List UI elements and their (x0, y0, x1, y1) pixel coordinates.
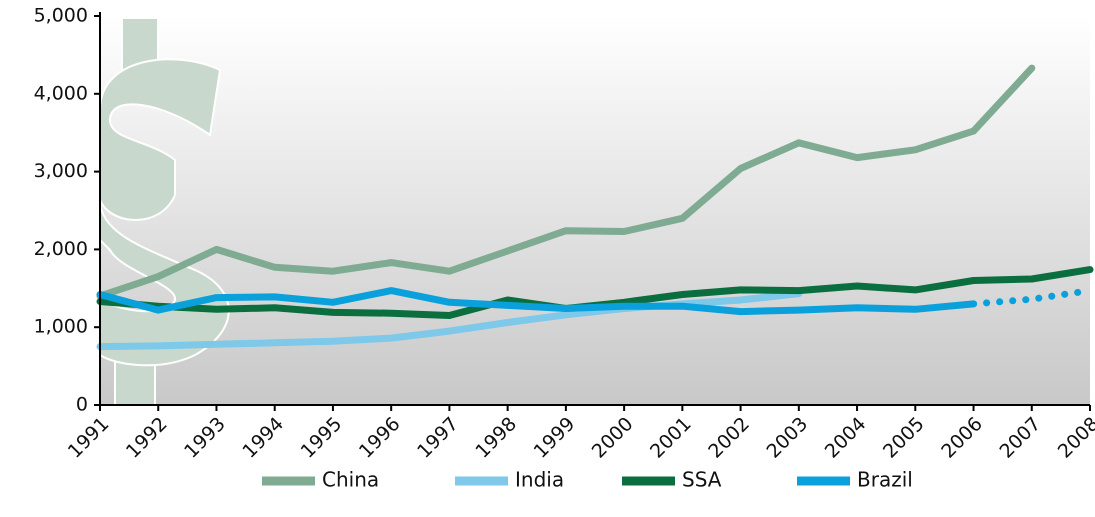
x-tick-label: 2002 (704, 413, 754, 463)
legend-label: India (515, 468, 564, 492)
x-tick-label: 2006 (937, 413, 987, 463)
x-tick-label: 1997 (413, 413, 463, 463)
legend-label: SSA (682, 468, 722, 492)
y-tick-label: 0 (76, 394, 88, 416)
x-tick-label: 1994 (238, 413, 288, 463)
legend: China India SSA Brazil (262, 468, 913, 492)
x-tick-label: 2003 (762, 413, 812, 463)
y-tick-label: 4,000 (34, 82, 88, 104)
legend-label: Brazil (857, 468, 913, 492)
x-tick-label: 1992 (122, 413, 172, 463)
y-tick-label: 1,000 (34, 316, 88, 338)
y-tick-label: 5,000 (34, 5, 88, 27)
x-tick-label: 2000 (588, 413, 638, 463)
y-tick-label: 2,000 (34, 238, 88, 260)
x-tick-label: 1998 (471, 413, 521, 463)
x-tick-label: 2007 (995, 413, 1045, 463)
y-tick-label: 3,000 (34, 160, 88, 182)
x-tick-label: 2004 (821, 413, 871, 463)
x-tick-label: 2008 (1054, 413, 1095, 463)
x-tick-label: 2005 (879, 413, 929, 463)
chart: 01,0002,0003,0004,0005,00019911992199319… (0, 0, 1095, 517)
x-tick-label: 1999 (530, 413, 580, 463)
x-tick-label: 1993 (180, 413, 230, 463)
x-tick-label: 2001 (646, 413, 696, 463)
x-tick-label: 1996 (355, 413, 405, 463)
legend-label: China (322, 468, 379, 492)
x-tick-label: 1995 (297, 413, 347, 463)
x-tick-label: 1991 (64, 413, 114, 463)
